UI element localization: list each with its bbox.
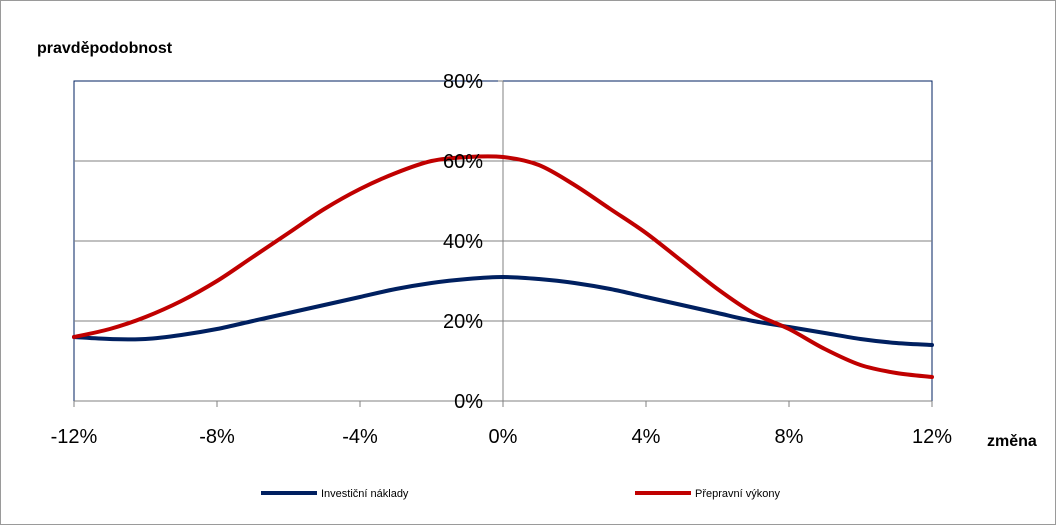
x-axis-title: změna bbox=[987, 433, 1037, 450]
x-tick-label-1: -8% bbox=[199, 426, 235, 448]
x-tick-label-3: 0% bbox=[489, 426, 518, 448]
legend-label-investicni-naklady: Investiční náklady bbox=[321, 488, 409, 500]
y-tick-label-2: 40% bbox=[443, 231, 483, 253]
series-group bbox=[72, 154, 934, 379]
y-tickmarks bbox=[498, 80, 503, 402]
x-tick-labels: -12% -8% -4% 0% 4% 8% 12% bbox=[51, 426, 953, 448]
series-line-1 bbox=[72, 154, 934, 379]
x-tick-label-0: -12% bbox=[51, 426, 98, 448]
x-tickmarks bbox=[73, 401, 933, 407]
legend-label-prepravni-vykony: Přepravní výkony bbox=[695, 488, 780, 500]
x-tick-label-5: 8% bbox=[775, 426, 804, 448]
legend: Investiční náklady Přepravní výkony bbox=[261, 488, 780, 500]
y-tick-label-1: 20% bbox=[443, 311, 483, 333]
y-axis-title: pravděpodobnost bbox=[37, 40, 173, 57]
y-tick-labels: 0% 20% 40% 60% 80% bbox=[443, 71, 483, 413]
x-tick-label-6: 12% bbox=[912, 426, 952, 448]
x-tick-label-4: 4% bbox=[632, 426, 661, 448]
y-tick-label-3: 60% bbox=[443, 151, 483, 173]
y-tick-label-4: 80% bbox=[443, 71, 483, 93]
y-tick-label-0: 0% bbox=[454, 391, 483, 413]
x-tick-label-2: -4% bbox=[342, 426, 378, 448]
